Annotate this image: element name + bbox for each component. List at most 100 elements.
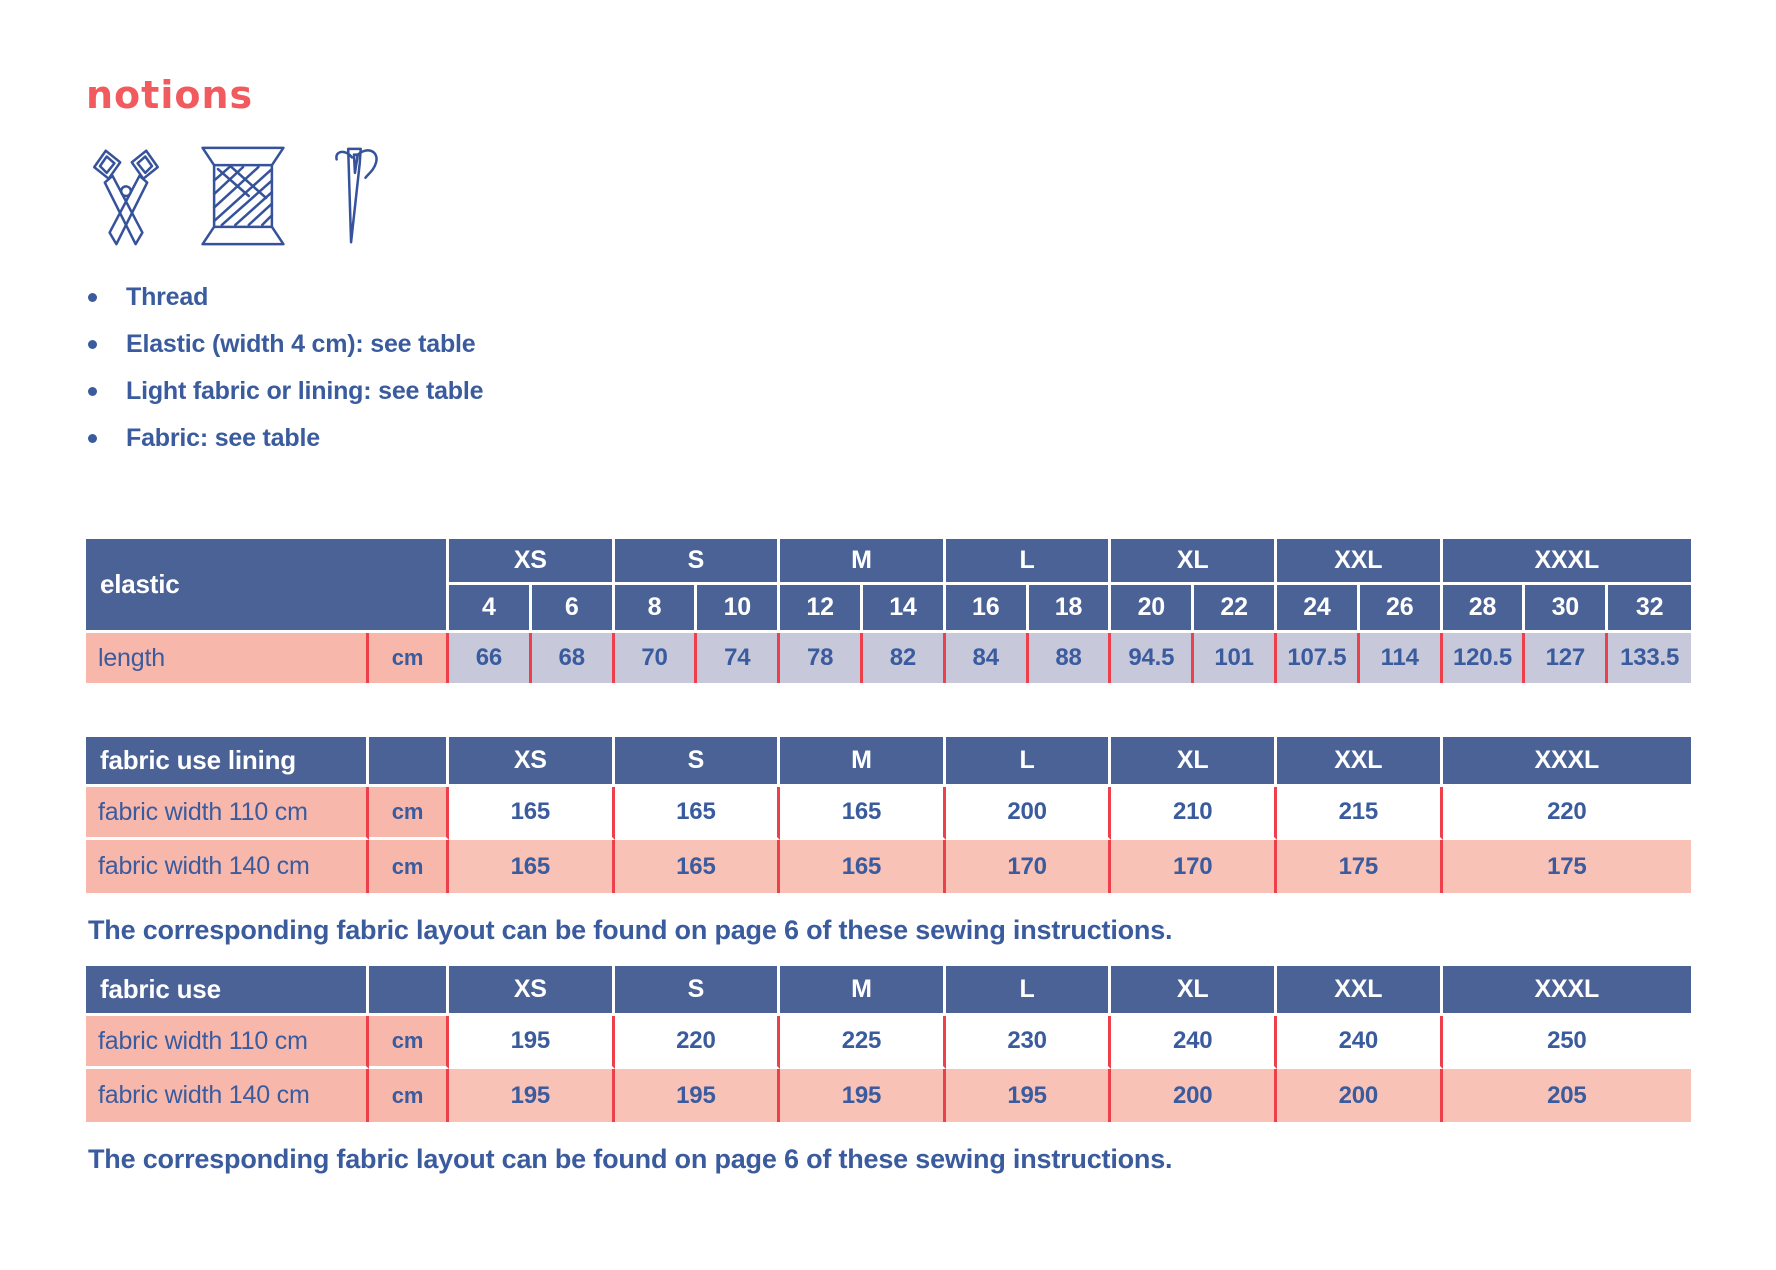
value-cell: 215	[1277, 787, 1443, 840]
size-header: 24	[1277, 585, 1360, 633]
value-cell: 195	[780, 1069, 946, 1123]
value-cell: 250	[1442, 1016, 1691, 1070]
length-value-cell: 78	[780, 633, 863, 683]
value-cell: 195	[449, 1069, 615, 1123]
row-label-cell: fabric width 110 cm	[86, 787, 369, 840]
size-header: 22	[1194, 585, 1277, 633]
list-item: Fabric: see table	[88, 424, 1776, 452]
size-header: 18	[1028, 585, 1112, 633]
length-value-cell: 84	[945, 633, 1029, 683]
size-header: L	[945, 966, 1112, 1017]
unit-cell: cm	[369, 1069, 449, 1123]
bullet-icon	[88, 433, 97, 443]
value-cell: 165	[780, 787, 946, 840]
size-header: 4	[449, 585, 532, 633]
row-label-cell: fabric width 140 cm	[86, 840, 369, 893]
page-title: notions	[86, 73, 254, 117]
unit-header-spacer	[369, 737, 449, 787]
value-cell: 220	[614, 1016, 781, 1070]
list-item: Thread	[88, 282, 1776, 311]
list-item-label: Elastic (width 4 cm): see table	[126, 329, 476, 358]
length-value-cell: 70	[614, 633, 698, 683]
value-cell: 195	[449, 1016, 615, 1070]
size-group-header: L	[945, 539, 1112, 585]
size-header: XXXL	[1442, 966, 1691, 1017]
value-cell: 225	[780, 1016, 946, 1070]
table-title-cell: elastic	[86, 539, 449, 633]
fabric-use-lining-table: fabric use lining XS S M L XL XXL XXXL f…	[86, 737, 1691, 893]
unit-cell: cm	[369, 787, 449, 840]
value-cell: 195	[945, 1069, 1112, 1123]
value-cell: 220	[1442, 787, 1691, 840]
size-header: 16	[945, 585, 1029, 633]
bullet-icon	[88, 339, 97, 349]
length-value-cell: 101	[1194, 633, 1277, 683]
value-cell: 200	[945, 787, 1112, 840]
size-header: L	[945, 737, 1112, 787]
size-header: S	[614, 966, 781, 1017]
list-item-label: Thread	[126, 282, 209, 311]
value-cell: 170	[945, 840, 1112, 893]
size-header: 10	[697, 585, 781, 633]
size-header: 12	[780, 585, 863, 633]
size-group-header: XS	[449, 539, 615, 585]
size-group-header: XL	[1111, 539, 1277, 585]
bullet-icon	[88, 386, 97, 396]
size-header: XXXL	[1442, 737, 1691, 787]
unit-cell: cm	[369, 840, 449, 893]
unit-cell: cm	[369, 633, 449, 683]
size-header: XXL	[1277, 737, 1443, 787]
length-value-cell: 66	[449, 633, 532, 683]
thread-spool-icon	[198, 144, 288, 248]
scissors-icon	[88, 144, 164, 248]
size-header: 26	[1359, 585, 1443, 633]
size-header: 30	[1525, 585, 1609, 633]
value-cell: 165	[449, 840, 615, 893]
length-value-cell: 107.5	[1277, 633, 1360, 683]
value-cell: 240	[1111, 1016, 1277, 1070]
size-header: XL	[1111, 737, 1277, 787]
value-cell: 205	[1442, 1069, 1691, 1123]
notions-icons	[88, 144, 1776, 248]
value-cell: 195	[614, 1069, 781, 1123]
length-value-cell: 88	[1028, 633, 1112, 683]
table-title-cell: fabric use	[86, 966, 369, 1017]
value-cell: 200	[1277, 1069, 1443, 1123]
fabric-layout-note: The corresponding fabric layout can be f…	[88, 1144, 1173, 1175]
bullet-icon	[88, 292, 97, 302]
value-cell: 165	[614, 840, 781, 893]
length-value-cell: 82	[863, 633, 946, 683]
length-value-cell: 133.5	[1608, 633, 1691, 683]
size-header: 8	[614, 585, 698, 633]
size-header: XS	[449, 737, 615, 787]
value-cell: 165	[780, 840, 946, 893]
list-item: Light fabric or lining: see table	[88, 376, 1776, 405]
row-label-cell: length	[86, 633, 369, 683]
size-group-header: S	[614, 539, 781, 585]
value-cell: 170	[1111, 840, 1277, 893]
size-header: XXL	[1277, 966, 1443, 1017]
size-header: 14	[863, 585, 946, 633]
value-cell: 200	[1111, 1069, 1277, 1123]
list-item-label: Light fabric or lining: see table	[126, 376, 484, 405]
value-cell: 175	[1442, 840, 1691, 893]
size-header: XL	[1111, 966, 1277, 1017]
value-cell: 230	[945, 1016, 1112, 1070]
fabric-layout-note: The corresponding fabric layout can be f…	[88, 915, 1173, 945]
size-header: 32	[1608, 585, 1691, 633]
value-cell: 210	[1111, 787, 1277, 840]
fabric-use-table: fabric use XS S M L XL XXL XXXL fabric w…	[86, 966, 1691, 1123]
unit-header-spacer	[369, 966, 449, 1017]
needle-icon	[322, 144, 384, 248]
value-cell: 165	[449, 787, 615, 840]
length-value-cell: 127	[1525, 633, 1609, 683]
length-value-cell: 114	[1359, 633, 1443, 683]
value-cell: 165	[614, 787, 781, 840]
notions-list: Thread Elastic (width 4 cm): see table L…	[88, 282, 1776, 452]
size-header: XS	[449, 966, 615, 1017]
size-header: 28	[1442, 585, 1526, 633]
unit-cell: cm	[369, 1016, 449, 1070]
length-value-cell: 74	[697, 633, 781, 683]
size-header: 6	[531, 585, 615, 633]
size-group-header: XXXL	[1442, 539, 1691, 585]
